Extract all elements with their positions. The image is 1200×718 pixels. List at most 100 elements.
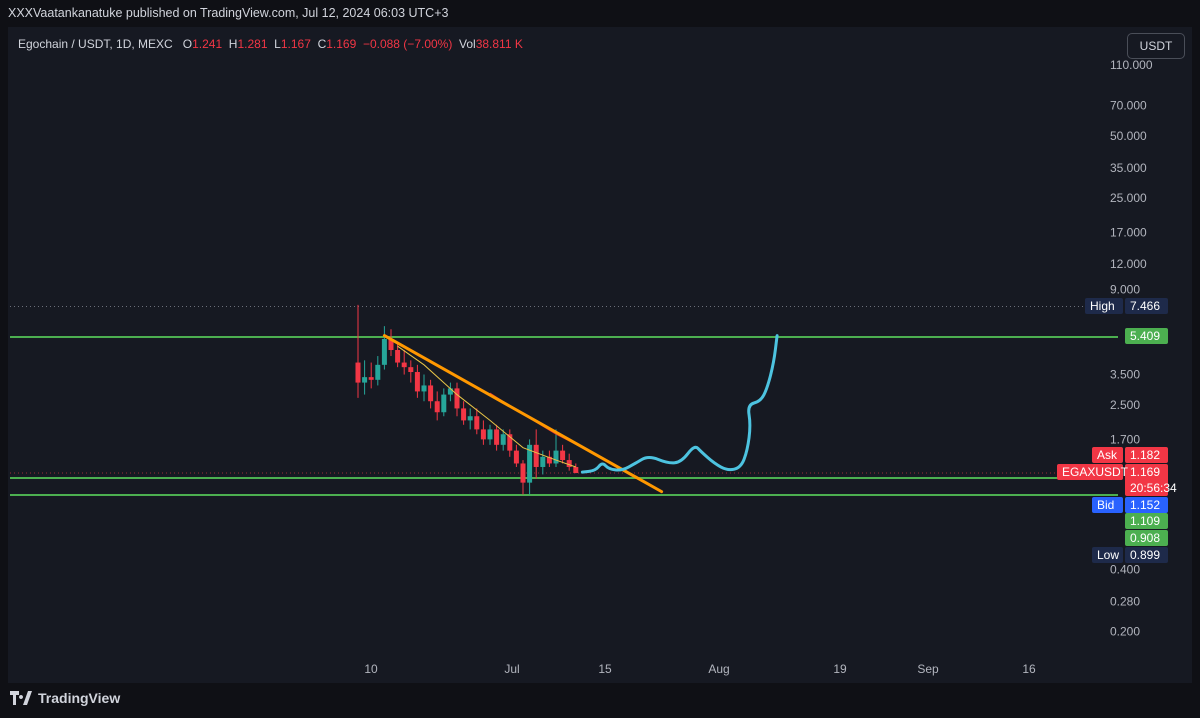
price-label-tag: High [1090, 299, 1115, 313]
candle-body [480, 429, 486, 440]
price-label-tag-bg [1092, 547, 1123, 563]
candle-body [560, 450, 566, 461]
close-label: C [317, 37, 327, 51]
tradingview-footer[interactable]: TradingView [10, 690, 120, 706]
y-tick-label: 0.400 [1110, 562, 1140, 576]
candle-body [368, 377, 374, 380]
candle-body [421, 385, 427, 392]
candle-body [474, 416, 480, 430]
volume-value: 38.811 K [475, 37, 523, 51]
price-label-value: 0.899 [1130, 548, 1160, 562]
x-tick-label: Sep [917, 662, 939, 676]
price-label-bg [1125, 497, 1168, 513]
price-label: 1.152 Bid [1092, 497, 1168, 513]
candle-body [447, 388, 453, 395]
high-label: H [228, 37, 238, 51]
x-tick-label: Aug [708, 662, 729, 676]
price-label-bg [1125, 547, 1168, 563]
candle-body [401, 362, 407, 368]
y-tick-label: 1.700 [1110, 432, 1140, 446]
price-label-tag: EGAXUSDT [1062, 465, 1129, 479]
price-label-tag-bg [1092, 497, 1123, 513]
price-label-value: 5.409 [1130, 329, 1160, 343]
open-value: 1.241 [192, 37, 223, 51]
candle-body [540, 456, 546, 467]
candle-body [553, 450, 559, 464]
price-label-tag-bg [1085, 298, 1123, 314]
price-label-tag: Ask [1097, 448, 1118, 462]
price-label: 0.908 [1125, 530, 1168, 546]
low-label: L [274, 37, 281, 51]
candle-body [428, 385, 434, 402]
x-tick-label: 15 [598, 662, 612, 676]
candle-body [388, 338, 394, 351]
candle-body [441, 394, 447, 413]
projection-path [580, 334, 779, 474]
candle-body [408, 367, 414, 373]
price-label-value: 1.152 [1130, 498, 1160, 512]
low-value: 1.167 [280, 37, 311, 51]
close-value: 1.169 [326, 37, 357, 51]
candle-body [533, 444, 539, 467]
candle-body [546, 456, 552, 464]
publisher-line: XXXVaatankanatuke published on TradingVi… [8, 6, 449, 20]
price-label: 0.899 Low [1092, 547, 1168, 563]
y-tick-label: 2.500 [1110, 398, 1140, 412]
candle-body [395, 350, 401, 363]
candle-body [566, 460, 572, 467]
y-tick-label: 50.000 [1110, 129, 1147, 143]
y-tick-label: 110.000 [1110, 58, 1153, 72]
price-label-bg [1125, 530, 1168, 546]
y-tick-label: 12.000 [1110, 257, 1147, 271]
candle-body [381, 338, 387, 365]
candle-body [362, 377, 368, 383]
price-label-value: 1.182 [1130, 448, 1160, 462]
chart-panel [8, 27, 1192, 683]
candle-body [487, 429, 493, 440]
candle-body [500, 434, 506, 445]
x-tick-label: Jul [504, 662, 519, 676]
y-tick-label: 9.000 [1110, 283, 1140, 297]
y-tick-label: 17.000 [1110, 226, 1147, 240]
x-tick-label: 10 [364, 662, 378, 676]
high-value: 1.281 [237, 37, 268, 51]
price-label-bg [1125, 328, 1168, 344]
price-label-tag: Low [1097, 548, 1119, 562]
y-tick-label: 3.500 [1110, 368, 1140, 382]
candle-body [520, 463, 526, 483]
price-label: 1.182 Ask [1092, 447, 1168, 463]
candle-body [461, 408, 467, 421]
candle-body [573, 466, 579, 473]
y-tick-label: 0.200 [1110, 625, 1140, 639]
tradingview-logo-icon [10, 691, 32, 705]
price-label: 5.409 [1125, 328, 1168, 344]
ma-fast-line [397, 345, 576, 468]
y-tick-label: 25.000 [1110, 191, 1147, 205]
candle-body [494, 429, 500, 445]
price-label-tag-bg [1092, 447, 1123, 463]
price-label-bg [1125, 513, 1168, 529]
change-value: −0.088 (−7.00%) [362, 37, 453, 51]
price-label-tag: Bid [1097, 498, 1114, 512]
candle-body [507, 434, 513, 451]
price-label-value: 1.109 [1130, 514, 1160, 528]
candle-body [355, 362, 361, 383]
y-tick-label: 35.000 [1110, 161, 1147, 175]
price-label-tag-bg [1057, 464, 1123, 480]
price-label-value: 1.169 [1130, 465, 1160, 479]
symbol-name[interactable]: Egochain / USDT, 1D, MEXC [18, 37, 173, 51]
trendline [382, 334, 664, 494]
candle-body [527, 444, 533, 483]
price-label-bg [1125, 447, 1168, 463]
price-label: 1.109 [1125, 513, 1168, 529]
candle-body [513, 450, 519, 464]
symbol-legend: Egochain / USDT, 1D, MEXC O1.241 H1.281 … [18, 37, 523, 51]
x-tick-label: 19 [833, 662, 847, 676]
currency-button[interactable]: USDT [1127, 33, 1185, 59]
open-label: O [182, 37, 193, 51]
countdown-label: 20:56:34 [1130, 481, 1177, 495]
brand-name: TradingView [38, 690, 121, 706]
price-label-value: 0.908 [1130, 531, 1160, 545]
candle-body [375, 364, 381, 380]
